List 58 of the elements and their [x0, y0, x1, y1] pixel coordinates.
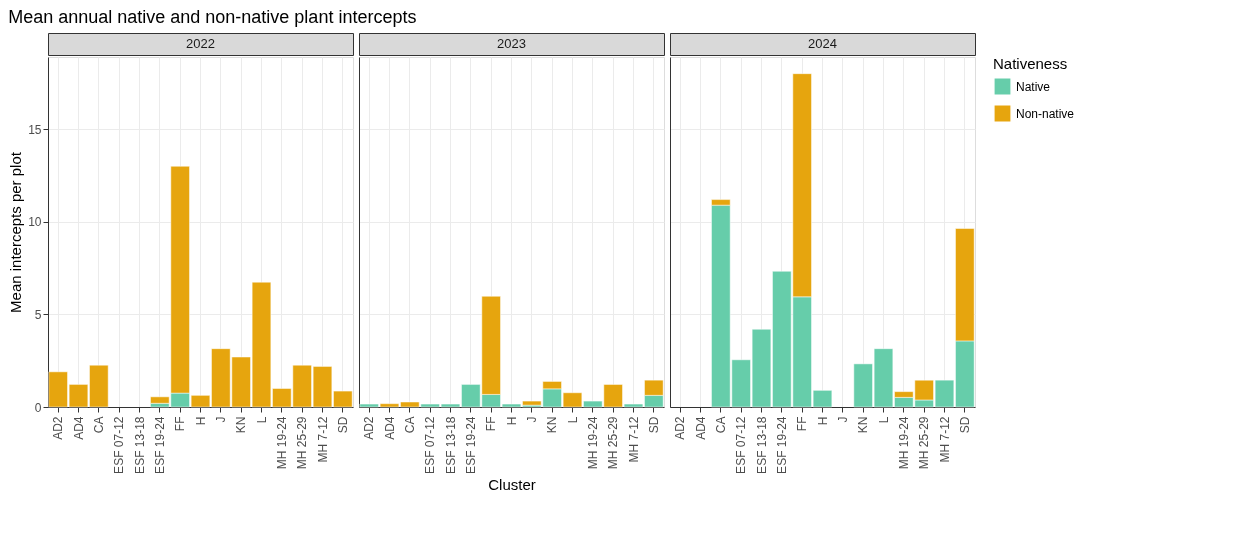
x-tick-label: ESF 13-18 — [132, 416, 147, 474]
legend-label: Native — [1016, 79, 1051, 94]
x-tick-label: H — [815, 416, 830, 426]
x-tick-label: H — [193, 416, 208, 426]
x-tick-label: AD2 — [673, 416, 688, 440]
y-tick-label: 15 — [28, 122, 42, 137]
x-tick-label: MH 19-24 — [896, 416, 911, 470]
x-tick-label: L — [876, 416, 891, 424]
x-tick-label: AD4 — [382, 416, 397, 440]
x-tick-label: FF — [795, 416, 810, 432]
x-tick-label: MH 25-29 — [917, 416, 932, 470]
chart-title: 2024 — [808, 36, 837, 51]
x-tick-label: KN — [234, 416, 249, 434]
x-tick-label: MH 7-12 — [937, 416, 952, 463]
x-tick-label: J — [835, 416, 850, 423]
x-tick-label: SD — [646, 416, 661, 434]
x-tick-label: MH 19-24 — [585, 416, 600, 470]
x-tick-label: KN — [856, 416, 871, 434]
x-tick-label: FF — [173, 416, 188, 432]
y-axis-title: Mean intercepts per plot — [7, 151, 25, 313]
x-tick-label: MH 7-12 — [626, 416, 641, 463]
x-tick-label: CA — [713, 416, 728, 434]
x-axis-title: Cluster — [488, 475, 536, 493]
legend-label: Non-native — [1016, 106, 1075, 121]
x-tick-label: ESF 13-18 — [443, 416, 458, 474]
x-tick-label: SD — [957, 416, 972, 434]
y-tick-label: 0 — [34, 400, 42, 415]
x-tick-label: ESF 13-18 — [754, 416, 769, 474]
x-tick-label: H — [504, 416, 519, 426]
x-tick-label: J — [524, 416, 539, 423]
x-tick-label: MH 19-24 — [274, 416, 289, 470]
x-tick-label: AD2 — [362, 416, 377, 440]
x-tick-label: ESF 19-24 — [463, 416, 478, 474]
chart-subtitle: 2022 — [186, 36, 215, 51]
x-tick-label: AD2 — [51, 416, 66, 440]
y-tick-label: 5 — [34, 307, 42, 322]
legend-title: Nativeness — [993, 55, 1068, 72]
x-tick-label: ESF 07-12 — [734, 416, 749, 474]
x-tick-label: AD4 — [71, 416, 86, 440]
x-tick-label: ESF 07-12 — [112, 416, 127, 474]
y-tick-label: 10 — [28, 215, 42, 230]
x-tick-label: MH 25-29 — [606, 416, 621, 470]
x-tick-label: KN — [545, 416, 560, 434]
x-tick-label: CA — [91, 416, 106, 434]
x-tick-label: J — [213, 416, 228, 423]
x-tick-label: CA — [402, 416, 417, 434]
x-tick-label: AD4 — [693, 416, 708, 440]
x-tick-label: FF — [484, 416, 499, 432]
x-tick-label: L — [254, 416, 269, 424]
x-tick-label: MH 7-12 — [315, 416, 330, 463]
x-tick-label: ESF 07-12 — [423, 416, 438, 474]
chart-title: 2023 — [497, 36, 526, 51]
x-tick-label: ESF 19-24 — [774, 416, 789, 474]
x-tick-label: MH 25-29 — [295, 416, 310, 470]
x-tick-label: SD — [335, 416, 350, 434]
x-tick-label: L — [565, 416, 580, 424]
x-tick-label: ESF 19-24 — [152, 416, 167, 474]
chart-title: Mean annual native and non-native plant intercepts — [8, 6, 417, 27]
